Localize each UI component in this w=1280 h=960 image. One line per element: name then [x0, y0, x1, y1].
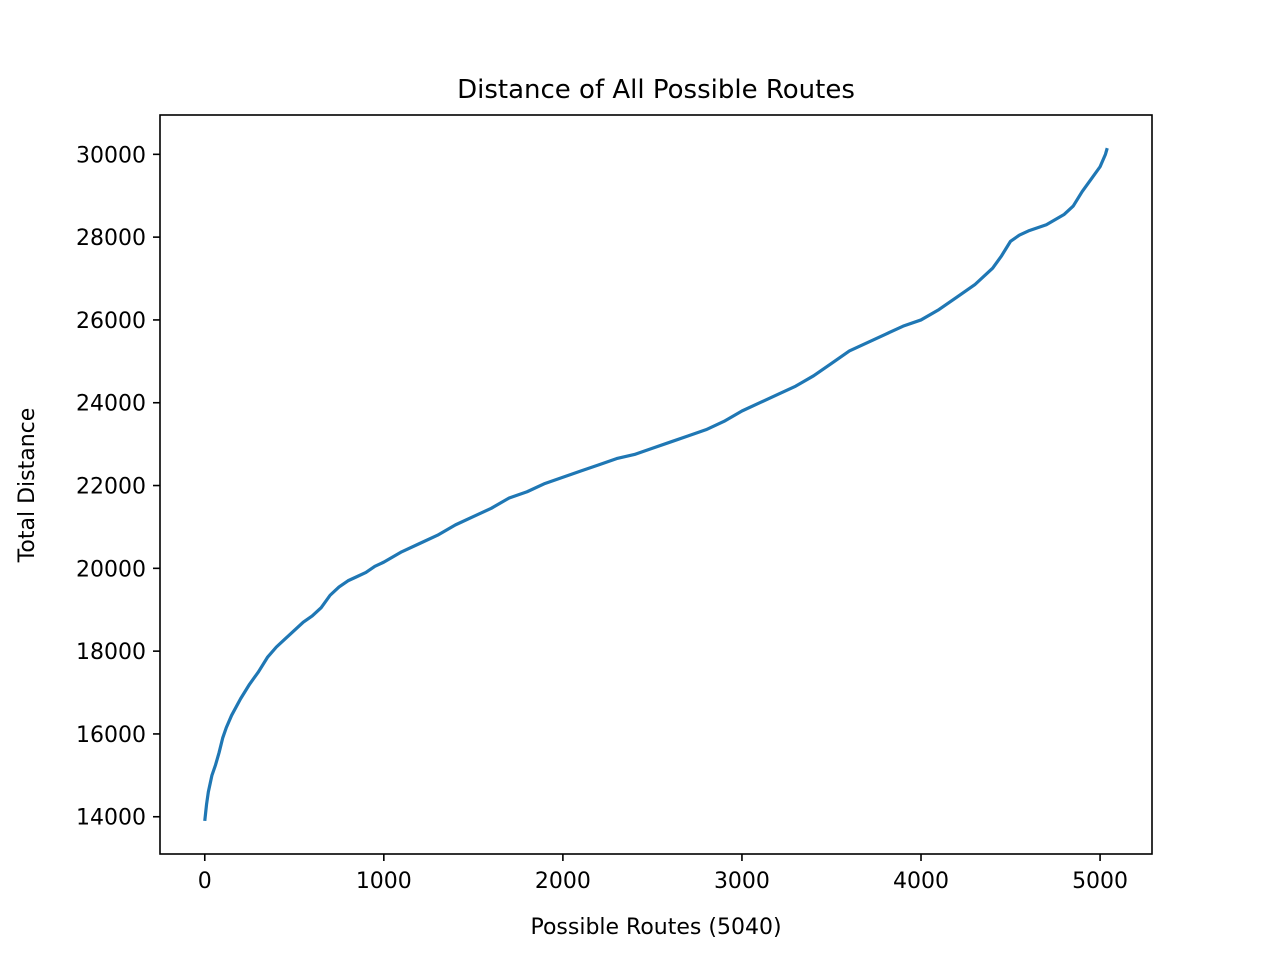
y-tick-label: 20000	[76, 557, 146, 582]
y-tick-label: 16000	[76, 723, 146, 748]
x-tick-label: 3000	[714, 869, 770, 894]
plot-frame	[159, 114, 1153, 855]
y-tick-label: 28000	[76, 226, 146, 251]
x-tick-label: 1000	[356, 869, 412, 894]
x-axis-title: Possible Routes (5040)	[530, 915, 781, 940]
y-tick-label: 22000	[76, 475, 146, 500]
series-line-0	[203, 147, 1109, 822]
x-tick-label: 2000	[535, 869, 591, 894]
x-tick-label: 0	[198, 869, 212, 894]
x-axis: 0 1000 2000 3000 4000 5000	[198, 854, 1128, 894]
y-tick-label: 18000	[76, 640, 146, 665]
chart-title: Distance of All Possible Routes	[457, 75, 855, 105]
y-axis: 14000 16000 18000 20000 22000 24000 26000 28000…	[76, 143, 160, 831]
y-axis-title: Total Distance	[15, 408, 40, 564]
y-tick-label: 14000	[76, 806, 146, 831]
x-tick-label: 4000	[893, 869, 949, 894]
y-tick-label: 24000	[76, 392, 146, 417]
x-tick-label: 5000	[1072, 869, 1128, 894]
y-tick-label: 30000	[76, 143, 146, 168]
y-tick-label: 26000	[76, 309, 146, 334]
